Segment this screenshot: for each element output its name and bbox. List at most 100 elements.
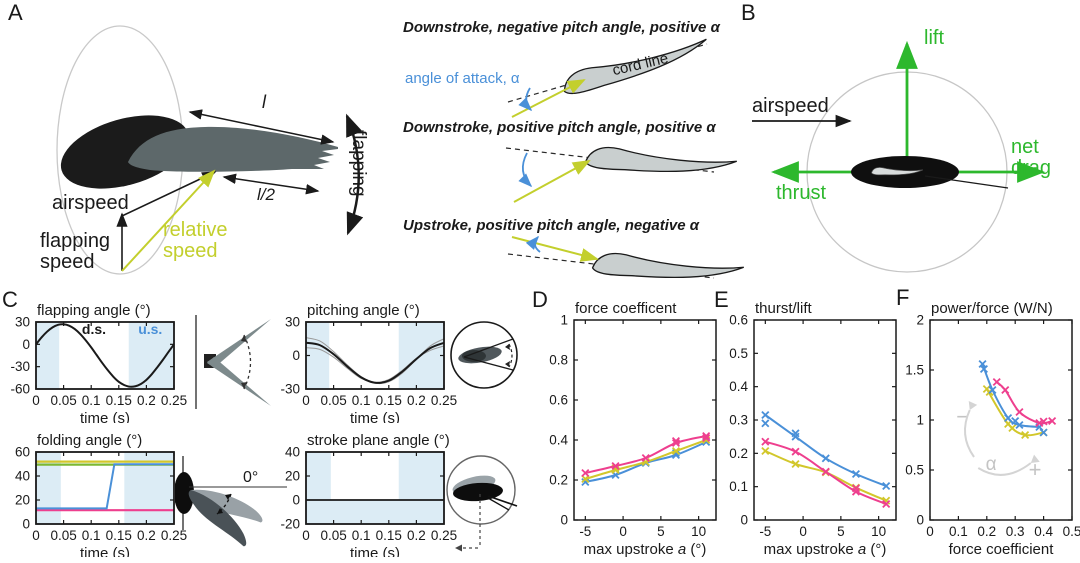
series-layer: [761, 410, 891, 509]
lift-label: lift: [924, 27, 944, 49]
net-drag-label: net drag: [1011, 136, 1052, 179]
svg-text:20: 20: [15, 493, 30, 508]
svg-text:0.25: 0.25: [161, 528, 187, 543]
svg-text:-60: -60: [10, 382, 30, 397]
svg-text:10: 10: [871, 524, 886, 539]
svg-text:0.3: 0.3: [729, 413, 748, 428]
axis-layer: -5 0 5 10 0 0.1 0.2 0.3 0.4 0.5 0.6 thurst/lift max …: [729, 300, 897, 558]
flapping-motion-icon: [195, 315, 271, 409]
svg-text:0: 0: [22, 337, 30, 352]
airspeed-label-b: airspeed: [752, 95, 829, 117]
folding-angle-chart: 0 0.05 0.1 0.15 0.2 0.25 60 40 20 0 folding angle …: [15, 432, 187, 557]
axis-layer: 0 0.05 0.1 0.15 0.2 0.25 30 0 -30 -60 flapping ang…: [10, 302, 187, 423]
svg-text:pitching angle (°): pitching angle (°): [307, 302, 420, 319]
svg-text:0.05: 0.05: [320, 393, 346, 408]
frontal-body-silhouette: [851, 156, 1009, 189]
airspeed-label: airspeed: [52, 192, 129, 214]
airfoil-caption-1: Downstroke, negative pitch angle, positi…: [403, 19, 720, 36]
airfoil-caption-2: Downstroke, positive pitch angle, positi…: [403, 119, 716, 136]
svg-text:0.15: 0.15: [106, 393, 132, 408]
svg-text:0.1: 0.1: [82, 393, 101, 408]
airfoil-row-upstroke-positive: [507, 235, 745, 292]
svg-text:0.2: 0.2: [137, 528, 156, 543]
airfoil-caption-3: Upstroke, positive pitch angle, negative…: [403, 217, 700, 234]
svg-text:1: 1: [560, 313, 568, 328]
svg-text:α: α: [986, 454, 997, 475]
svg-text:+: +: [1029, 457, 1042, 482]
svg-text:0.1: 0.1: [352, 393, 371, 408]
folding-zero-degree-label: 0°: [243, 469, 258, 486]
axis-layer: 0 0.05 0.1 0.15 0.2 0.25 60 40 20 0 folding angle …: [15, 432, 187, 557]
svg-text:max upstroke a (°): max upstroke a (°): [584, 541, 707, 558]
panel-label-f: F: [896, 285, 910, 310]
thrust-lift-chart: -5 0 5 10 0 0.1 0.2 0.3 0.4 0.5 0.6 thurst/lift max …: [729, 300, 897, 558]
force-coefficient-chart: -5 0 5 10 0 0.2 0.4 0.6 0.8 1 force coefficent max …: [549, 300, 717, 558]
series-layer: [978, 359, 1057, 440]
pitching-motion-icon: [450, 321, 518, 389]
svg-text:force coefficient: force coefficient: [949, 541, 1055, 558]
stroke-plane-motion-icon: [446, 455, 518, 552]
svg-text:1.5: 1.5: [905, 363, 924, 378]
svg-text:0.25: 0.25: [431, 393, 457, 408]
shade-layer: [36, 452, 174, 524]
svg-text:20: 20: [285, 469, 300, 484]
svg-text:0.4: 0.4: [549, 433, 568, 448]
svg-text:0.15: 0.15: [106, 528, 132, 543]
folding-motion-icon: 0°: [175, 456, 287, 547]
svg-text:0: 0: [292, 493, 300, 508]
svg-text:0.15: 0.15: [376, 528, 402, 543]
annotation-layer: d.s. u.s.: [82, 321, 162, 337]
svg-text:60: 60: [15, 445, 30, 460]
svg-text:0: 0: [799, 524, 807, 539]
svg-text:-20: -20: [280, 517, 300, 532]
svg-text:thurst/lift: thurst/lift: [755, 300, 813, 317]
svg-text:0.6: 0.6: [549, 393, 568, 408]
svg-text:0.5: 0.5: [1063, 524, 1080, 539]
svg-text:0.2: 0.2: [137, 393, 156, 408]
shade-layer: [306, 452, 444, 524]
svg-text:0: 0: [32, 528, 40, 543]
svg-text:0.2: 0.2: [407, 528, 426, 543]
svg-text:power/force (W/N): power/force (W/N): [931, 300, 1053, 317]
svg-text:0.05: 0.05: [50, 393, 76, 408]
svg-text:0.1: 0.1: [949, 524, 968, 539]
svg-text:time (s): time (s): [80, 410, 130, 423]
svg-text:2: 2: [916, 313, 924, 328]
svg-text:30: 30: [285, 315, 300, 330]
svg-text:0: 0: [619, 524, 627, 539]
annotation-layer: −α +: [956, 401, 1042, 482]
svg-text:0.2: 0.2: [407, 393, 426, 408]
svg-text:d.s.: d.s.: [82, 321, 106, 337]
svg-text:0: 0: [302, 528, 310, 543]
svg-text:0.1: 0.1: [729, 479, 748, 494]
svg-text:0: 0: [740, 513, 748, 528]
axis-layer: -5 0 5 10 0 0.2 0.4 0.6 0.8 1 force coefficent max …: [549, 300, 717, 558]
svg-text:0.25: 0.25: [161, 393, 187, 408]
power-force-chart: 0 0.1 0.2 0.3 0.4 0.5 0 0.5 1 1.5 2 power/force (W/…: [905, 300, 1080, 558]
svg-text:u.s.: u.s.: [138, 321, 162, 337]
svg-text:0.3: 0.3: [1006, 524, 1025, 539]
panel-label-e: E: [714, 287, 729, 312]
svg-text:0: 0: [292, 348, 300, 363]
svg-text:time (s): time (s): [350, 545, 400, 557]
half-length-label: l/2: [257, 185, 275, 204]
svg-text:0.05: 0.05: [320, 528, 346, 543]
relative-speed-label: relative speed: [163, 219, 228, 262]
svg-text:flapping angle (°): flapping angle (°): [37, 302, 151, 319]
svg-text:0.8: 0.8: [549, 353, 568, 368]
flapping-arc-arrow: [345, 113, 364, 236]
flapping-speed-label: flapping speed: [40, 230, 111, 273]
wing-length-arrow: [188, 109, 335, 145]
svg-text:0: 0: [926, 524, 934, 539]
svg-text:0.2: 0.2: [977, 524, 996, 539]
angle-of-attack-label: angle of attack, α: [405, 70, 520, 87]
svg-text:5: 5: [837, 524, 845, 539]
svg-text:-5: -5: [579, 524, 591, 539]
svg-text:max upstroke a (°): max upstroke a (°): [764, 541, 887, 558]
panel-label-d: D: [532, 287, 548, 312]
svg-text:5: 5: [657, 524, 665, 539]
